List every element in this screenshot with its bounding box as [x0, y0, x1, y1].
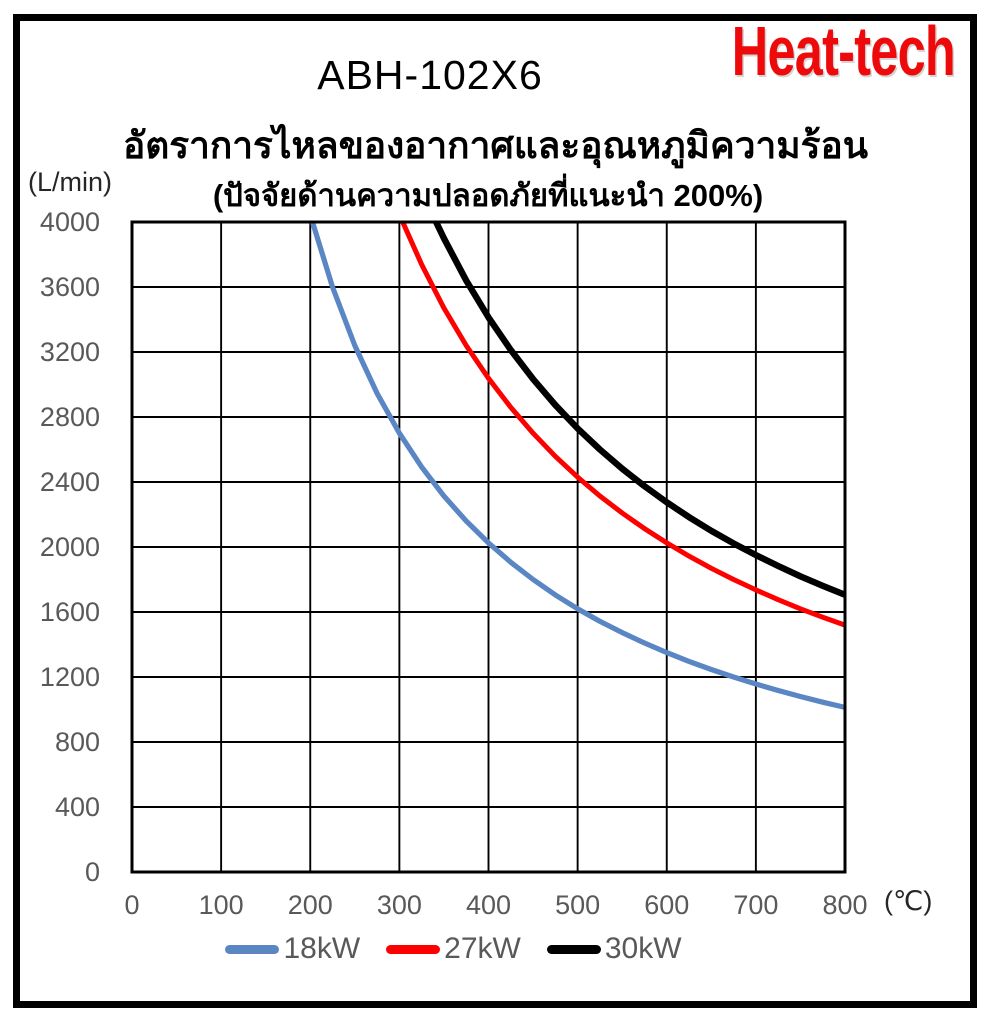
x-tick-label: 200 — [287, 890, 333, 920]
chart-title: อัตราการไหลของอากาศและอุณหภูมิความร้อน — [122, 125, 869, 166]
y-tick-label: 1200 — [39, 662, 100, 692]
plot-area — [130, 220, 847, 874]
y-tick-label: 2800 — [39, 402, 100, 432]
x-tick-label: 0 — [124, 890, 140, 920]
legend-item-30kW: 30kW — [546, 932, 682, 965]
x-tick-label: 500 — [555, 890, 601, 920]
legend-item-18kW: 18kW — [225, 934, 360, 964]
model-title: ABH-102X6 — [317, 52, 543, 98]
x-tick-label: 300 — [376, 890, 422, 920]
chart-canvas — [130, 220, 847, 874]
x-tick-label: 700 — [733, 890, 779, 920]
curve-27kW — [400, 222, 845, 628]
x-tick-label: 600 — [644, 890, 690, 920]
y-tick-label: 1600 — [39, 597, 100, 627]
legend-label: 27kW — [444, 932, 521, 965]
legend-swatch-18kW — [225, 944, 280, 954]
y-axis-unit-label: (L/min) — [28, 167, 113, 197]
chart-subtitle: (ปัจจัยด้านความปลอดภัยที่แนะนำ 200%) — [212, 178, 764, 213]
y-tick-label: 4000 — [39, 207, 100, 237]
legend-label: 18kW — [283, 932, 361, 965]
x-tick-label: 100 — [198, 890, 244, 920]
legend-swatch-27kW — [386, 944, 441, 954]
curve-30kW — [432, 222, 845, 598]
x-tick-label: 400 — [465, 890, 512, 920]
chart-frame — [13, 14, 977, 1008]
y-tick-label: 2400 — [39, 467, 100, 497]
y-tick-label: 800 — [54, 727, 100, 757]
x-axis-unit-label: (℃) — [884, 886, 933, 916]
y-tick-label: 3600 — [39, 272, 100, 302]
y-tick-label: 2000 — [39, 532, 100, 562]
y-tick-label: 0 — [84, 857, 100, 887]
y-tick-label: 3200 — [39, 337, 100, 367]
x-tick-label: 800 — [822, 890, 868, 920]
plot-border — [130, 220, 847, 874]
legend-label: 30kW — [604, 932, 682, 965]
y-tick-label: 400 — [54, 792, 100, 822]
heat-tech-logo: Heat-tech — [731, 12, 956, 90]
legend-item-27kW: 27kW — [386, 934, 521, 964]
curve-18kW — [309, 222, 845, 710]
legend-swatch-30kW — [546, 944, 601, 954]
chart-legend: 18kW 27kW 30kW — [0, 934, 949, 964]
